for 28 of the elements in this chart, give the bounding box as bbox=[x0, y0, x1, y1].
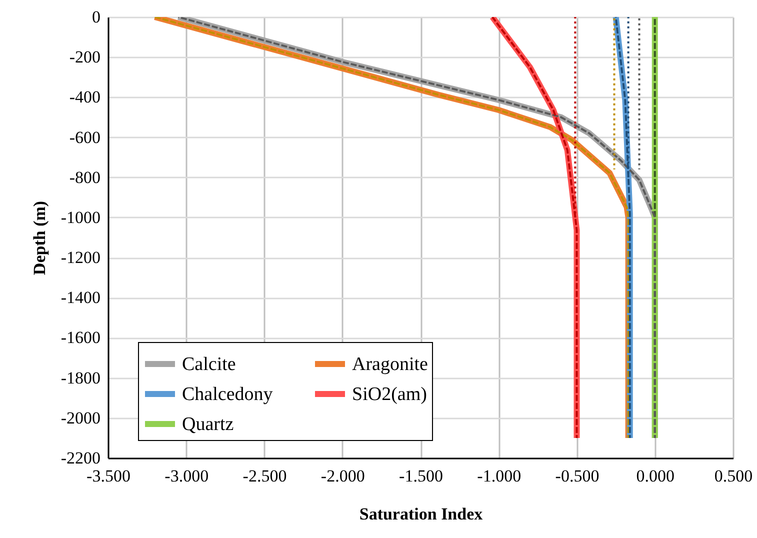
x-tick-label: 0.000 bbox=[636, 466, 674, 486]
legend-label: SiO2(am) bbox=[352, 384, 427, 405]
x-tick-label: -2.000 bbox=[320, 466, 365, 486]
legend-label: Aragonite bbox=[352, 354, 428, 375]
x-tick-label: -1.500 bbox=[399, 466, 443, 486]
x-tick-label: 0.500 bbox=[714, 466, 753, 486]
y-tick-label: 0 bbox=[92, 8, 100, 26]
x-tick-label: -1.000 bbox=[477, 466, 522, 486]
x-tick-label: -3.500 bbox=[86, 466, 130, 486]
y-tick-label: -1200 bbox=[60, 248, 100, 268]
y-tick-label: -400 bbox=[69, 88, 100, 107]
y-tick-label: -2200 bbox=[60, 448, 100, 468]
x-tick-label: -3.000 bbox=[164, 466, 209, 486]
legend-label: Quartz bbox=[182, 414, 234, 435]
y-tick-label: -800 bbox=[69, 168, 100, 187]
y-tick-label: -1800 bbox=[60, 368, 100, 388]
y-tick-label: -1000 bbox=[60, 208, 100, 227]
y-tick-label: -1400 bbox=[60, 288, 100, 308]
x-tick-label: -0.500 bbox=[555, 466, 600, 486]
x-axis-title: Saturation Index bbox=[359, 504, 484, 524]
y-tick-label: -600 bbox=[69, 128, 100, 147]
y-tick-label: -2000 bbox=[60, 408, 100, 428]
y-axis-title: Depth (m) bbox=[30, 200, 49, 276]
legend-label: Calcite bbox=[182, 354, 236, 375]
legend-label: Chalcedony bbox=[182, 384, 274, 405]
x-tick-label: -2.500 bbox=[242, 466, 287, 486]
y-tick-label: -200 bbox=[69, 48, 100, 67]
y-tick-label: -1600 bbox=[60, 328, 100, 348]
